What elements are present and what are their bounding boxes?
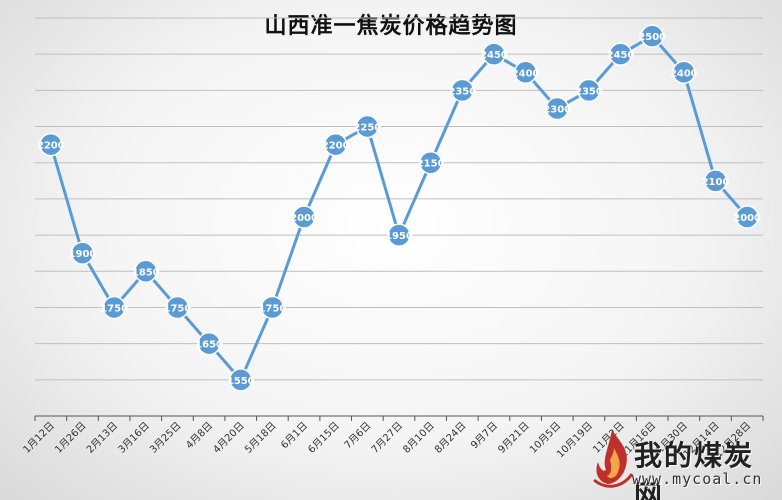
data-label: 2350: [448, 86, 476, 97]
data-point: [70, 241, 95, 265]
data-point: [39, 132, 63, 157]
x-tick-label: 1月12日: [21, 420, 57, 456]
gridlines: [35, 17, 763, 381]
data-point: [323, 132, 348, 157]
flame-logo-icon: [593, 430, 634, 488]
x-tick-label: 2月13日: [84, 420, 120, 456]
data-label: 2100: [702, 177, 730, 188]
data-label: 2400: [670, 68, 698, 79]
data-point: [387, 223, 411, 247]
data-markers: 2200 1900 1750 1850 1750 1650 1550 1750 2000 2200…: [37, 24, 761, 392]
data-label: 2500: [638, 32, 666, 43]
watermark-site-name: 我的煤炭网: [634, 439, 755, 500]
x-tick-label: 4月20日: [211, 420, 247, 456]
x-axis-ticks: [34, 416, 764, 421]
data-point: [134, 259, 158, 284]
x-tick-label: 9月7日: [468, 420, 500, 452]
data-point: [102, 295, 126, 320]
data-label: 2200: [322, 141, 350, 152]
data-point: [450, 78, 475, 103]
data-point: [260, 295, 285, 320]
data-label: 2250: [353, 123, 381, 134]
x-tick-label: 7月6日: [342, 420, 374, 452]
data-label: 1750: [100, 303, 128, 314]
x-tick-label: 4月8日: [184, 420, 216, 452]
data-point: [355, 114, 380, 139]
x-tick-label: 8月10日: [401, 420, 437, 456]
data-point: [735, 205, 759, 229]
data-point: [228, 368, 253, 392]
x-tick-label: 8月24日: [432, 420, 468, 456]
data-label: 2400: [512, 68, 540, 79]
data-label: 1750: [164, 303, 192, 314]
data-point: [703, 169, 728, 193]
data-label: 2000: [733, 213, 761, 224]
data-point: [292, 205, 316, 229]
data-label: 2450: [607, 50, 635, 61]
data-point: [482, 42, 506, 66]
data-point: [545, 96, 570, 121]
data-label: 1900: [69, 249, 97, 260]
watermark-site-url: www.mycoal.cn: [632, 470, 763, 488]
x-tick-label: 3月16日: [116, 420, 152, 456]
data-label: 1650: [195, 340, 223, 351]
data-label: 1550: [227, 376, 255, 387]
x-tick-label: 6月15日: [306, 420, 342, 456]
x-tick-label: 6月1日: [279, 420, 311, 452]
data-point: [165, 295, 190, 320]
x-tick-label: 1月26日: [52, 420, 88, 456]
data-label: 1750: [258, 303, 286, 314]
data-label: 2450: [480, 50, 508, 61]
data-point: [513, 60, 538, 85]
x-tick-label: 5月18日: [242, 420, 278, 456]
data-label: 1850: [132, 267, 160, 278]
data-point: [672, 60, 696, 85]
data-label: 2350: [575, 86, 603, 97]
data-label: 2000: [290, 213, 318, 224]
data-point: [577, 78, 601, 103]
data-label: 1950: [385, 231, 413, 242]
data-point: [197, 331, 221, 356]
series-line: [49, 34, 749, 382]
x-tick-label: 7月27日: [369, 420, 405, 456]
data-point: [608, 42, 633, 66]
data-label: 2150: [417, 159, 445, 170]
x-tick-label: 3月25日: [147, 420, 183, 456]
data-point: [640, 24, 664, 48]
x-tick-label: 9月21日: [496, 420, 532, 456]
data-label: 2200: [37, 141, 65, 152]
data-label: 2300: [543, 104, 571, 115]
watermark: 我的煤炭网 www.mycoal.cn: [576, 426, 776, 500]
data-point: [418, 150, 443, 175]
